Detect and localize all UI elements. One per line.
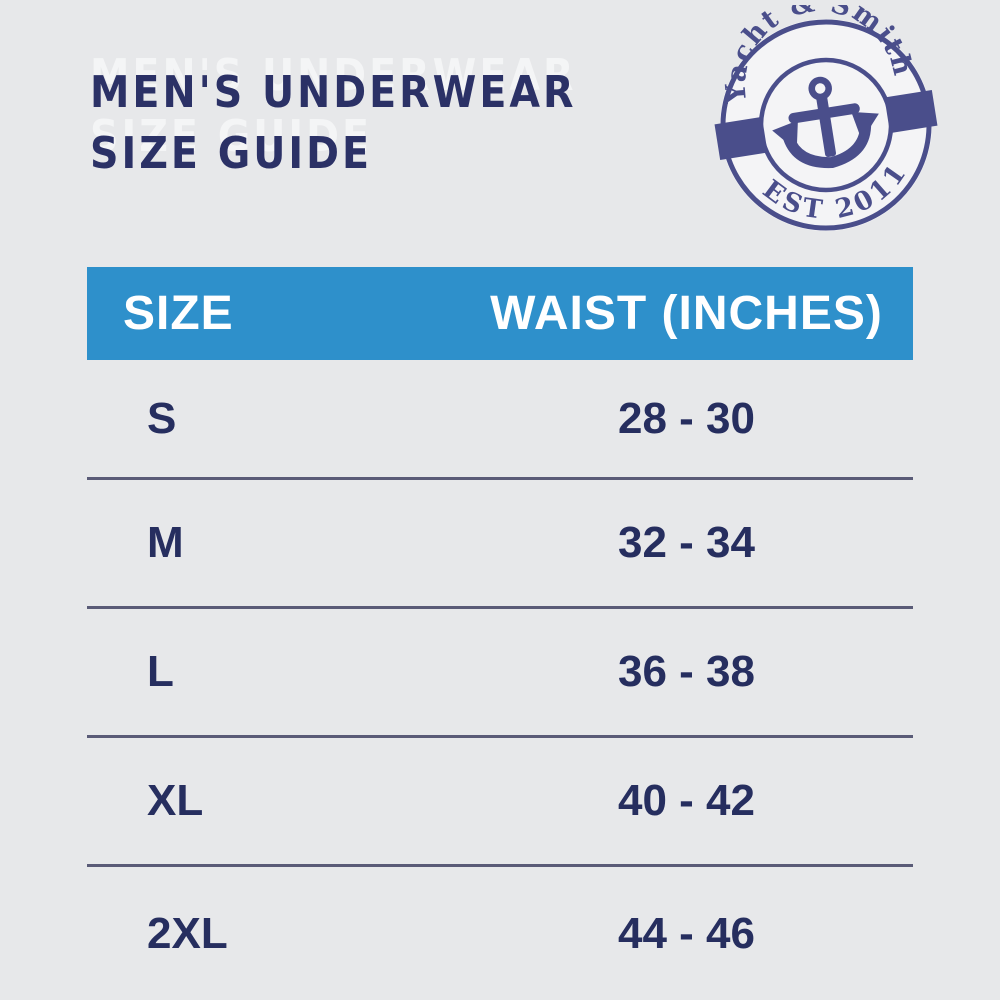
title-line-2: SIZE GUIDE <box>90 128 373 179</box>
column-header-waist: WAIST (INCHES) <box>490 287 883 340</box>
table-row-l: L 36 - 38 <box>87 609 913 738</box>
table-row-m: M 32 - 34 <box>87 480 913 609</box>
table-header-row: SIZE WAIST (INCHES) <box>87 267 913 360</box>
waist-cell: 28 - 30 <box>618 393 755 443</box>
table-row-2xl: 2XL 44 - 46 <box>87 867 913 1000</box>
size-cell: 2XL <box>147 908 228 958</box>
waist-cell: 44 - 46 <box>618 908 755 958</box>
table-row-xl: XL 40 - 42 <box>87 738 913 867</box>
size-cell: M <box>147 518 184 567</box>
size-table: SIZE WAIST (INCHES) S 28 - 30 M 32 - 34 … <box>87 267 913 1000</box>
size-cell: S <box>147 393 177 443</box>
stamp-outer-ring <box>720 19 932 231</box>
size-cell: L <box>147 647 174 696</box>
waist-cell: 40 - 42 <box>618 776 755 825</box>
title-line-1: MEN'S UNDERWEAR <box>90 67 577 118</box>
waist-cell: 32 - 34 <box>618 518 755 567</box>
size-cell: XL <box>147 776 204 825</box>
waist-cell: 36 - 38 <box>618 647 755 696</box>
table-row-s: S 28 - 30 <box>87 360 913 480</box>
brand-stamp-logo: Yacht & Smith EST 2011 <box>706 5 938 237</box>
column-header-size: SIZE <box>123 287 234 340</box>
page-title: MEN'S UNDERWEAR SIZE GUIDE <box>90 62 577 184</box>
stamp-inner-ring <box>758 57 894 193</box>
anchor-icon <box>772 76 879 169</box>
